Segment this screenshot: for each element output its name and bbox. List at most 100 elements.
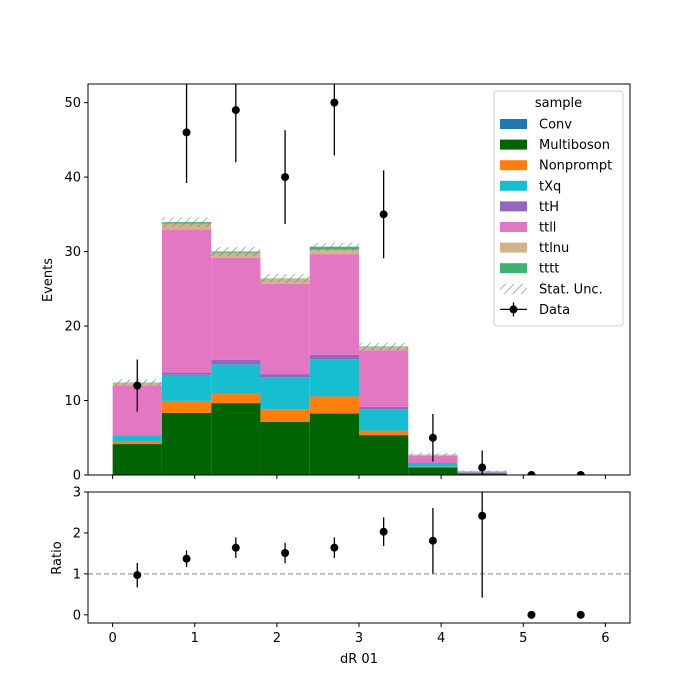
legend-swatch-stat-unc bbox=[500, 283, 527, 294]
ratio-y-axis-label: Ratio bbox=[50, 541, 65, 574]
legend-swatch-ttll bbox=[500, 222, 527, 232]
legend-swatch-txq bbox=[500, 180, 527, 191]
bar-nonprompt-bin-1 bbox=[161, 400, 212, 413]
legend-swatch-ttlnu bbox=[500, 242, 527, 253]
legend-label-ttlnu: ttlnu bbox=[539, 241, 569, 256]
main-ytick-label-1: 10 bbox=[64, 394, 81, 409]
data-point-8 bbox=[527, 471, 536, 475]
bar-tth-bin-3 bbox=[260, 374, 310, 378]
ratio-ytick-label-2: 2 bbox=[73, 526, 81, 541]
ratio-point-9 bbox=[576, 610, 585, 619]
ratio-point-6 bbox=[428, 536, 437, 545]
bar-txq-bin-5 bbox=[359, 409, 409, 431]
data-point-7 bbox=[478, 463, 487, 472]
legend-label-conv: Conv bbox=[539, 118, 572, 133]
ratio-panel: 0 1 2 3 0 1 2 3 4 5 6 Ratio dR 01 bbox=[50, 486, 631, 667]
ratio-point-0 bbox=[133, 571, 142, 580]
bar-txq-bin-1 bbox=[161, 374, 212, 401]
legend-label-data: Data bbox=[539, 303, 570, 318]
bar-ttll-bin-1 bbox=[161, 229, 212, 373]
main-ytick-label-0: 0 bbox=[73, 469, 81, 484]
legend-swatch-tttt bbox=[500, 263, 527, 274]
ratio-points bbox=[133, 492, 585, 619]
main-y-ticks: 0 10 20 30 40 50 bbox=[64, 96, 88, 484]
ratio-x-ticks: 0 1 2 3 4 5 6 bbox=[108, 623, 610, 646]
data-point-0 bbox=[133, 381, 142, 390]
legend-label-nonprompt: Nonprompt bbox=[539, 159, 612, 174]
ratio-point-4 bbox=[330, 543, 339, 552]
xtick-label-5: 5 bbox=[519, 631, 527, 646]
bar-ttll-bin-3 bbox=[260, 283, 310, 375]
bar-nonprompt-bin-3 bbox=[260, 409, 310, 422]
bar-ttlnu-bin-4 bbox=[309, 249, 359, 255]
bar-tth-bin-5 bbox=[359, 406, 409, 410]
bar-nonprompt-bin-2 bbox=[211, 393, 261, 404]
ratio-ytick-label-0: 0 bbox=[73, 608, 81, 623]
data-point-3 bbox=[281, 173, 290, 182]
bar-multiboson-bin-5 bbox=[359, 435, 409, 475]
xtick-label-2: 2 bbox=[273, 631, 281, 646]
main-ytick-label-4: 40 bbox=[64, 171, 81, 186]
bar-tth-bin-4 bbox=[309, 354, 359, 360]
data-point-4 bbox=[330, 98, 339, 107]
bar-ttll-bin-4 bbox=[309, 254, 359, 355]
legend-label-ttll: ttll bbox=[539, 221, 556, 236]
ratio-point-3 bbox=[281, 548, 290, 557]
bar-txq-bin-6 bbox=[408, 462, 458, 467]
xtick-label-0: 0 bbox=[108, 631, 116, 646]
ratio-y-ticks: 0 1 2 3 bbox=[73, 486, 88, 623]
legend-label-tth: ttH bbox=[539, 200, 559, 215]
stat-unc-bin-5 bbox=[359, 342, 409, 351]
legend-swatch-nonprompt bbox=[500, 160, 527, 171]
main-y-axis-label: Events bbox=[41, 258, 56, 302]
ratio-plot-area bbox=[88, 492, 630, 623]
bar-nonprompt-bin-6 bbox=[408, 466, 458, 468]
ratio-point-1 bbox=[182, 554, 191, 563]
legend-swatch-tth bbox=[500, 201, 527, 212]
bar-nonprompt-bin-4 bbox=[309, 396, 359, 414]
ratio-point-8 bbox=[527, 610, 536, 619]
bar-multiboson-bin-1 bbox=[161, 412, 212, 475]
bar-txq-bin-3 bbox=[260, 377, 310, 410]
main-panel: 0 10 20 30 40 50 Events sample Conv Multiboson N… bbox=[41, 83, 631, 484]
data-point-9 bbox=[576, 471, 585, 475]
bar-nonprompt-bin-5 bbox=[359, 430, 409, 436]
bar-nonprompt-bin-0 bbox=[112, 441, 162, 445]
bar-multiboson-bin-2 bbox=[211, 403, 261, 475]
data-point-5 bbox=[379, 210, 388, 219]
stat-unc-bin-4 bbox=[309, 242, 359, 251]
bar-txq-bin-4 bbox=[309, 359, 359, 397]
ratio-point-5 bbox=[379, 527, 388, 536]
ratio-point-2 bbox=[231, 543, 240, 552]
legend-title: sample bbox=[535, 96, 582, 111]
stat-unc-bin-1 bbox=[161, 217, 212, 227]
main-x-ticks bbox=[112, 475, 606, 479]
legend: sample Conv Multiboson Nonprompt tXq ttH ttll t… bbox=[493, 90, 624, 327]
bar-tth-bin-0 bbox=[112, 435, 162, 436]
bar-multiboson-bin-6 bbox=[408, 467, 458, 475]
main-ytick-label-2: 20 bbox=[64, 320, 81, 335]
bar-tth-bin-2 bbox=[211, 359, 261, 365]
x-axis-label: dR 01 bbox=[340, 652, 378, 667]
xtick-label-6: 6 bbox=[601, 631, 609, 646]
stacked-bars bbox=[112, 222, 557, 475]
ratio-point-7 bbox=[478, 511, 487, 520]
bar-ttll-bin-2 bbox=[211, 257, 261, 360]
legend-label-tttt: tttt bbox=[539, 262, 559, 277]
legend-swatch-conv bbox=[500, 119, 527, 129]
bar-multiboson-bin-3 bbox=[260, 421, 310, 475]
data-points bbox=[133, 84, 585, 475]
legend-swatch-data-marker bbox=[509, 305, 518, 314]
bar-txq-bin-0 bbox=[112, 435, 162, 442]
xtick-label-1: 1 bbox=[191, 631, 199, 646]
bar-multiboson-bin-0 bbox=[112, 444, 162, 475]
stat-unc-bin-2 bbox=[211, 247, 261, 257]
legend-label-stat-unc: Stat. Unc. bbox=[539, 282, 603, 297]
data-point-2 bbox=[231, 106, 240, 115]
xtick-label-4: 4 bbox=[437, 631, 445, 646]
legend-label-txq: tXq bbox=[539, 179, 561, 194]
legend-swatch-multiboson bbox=[500, 139, 527, 150]
bar-txq-bin-2 bbox=[211, 364, 261, 394]
ratio-ytick-label-3: 3 bbox=[73, 486, 81, 501]
